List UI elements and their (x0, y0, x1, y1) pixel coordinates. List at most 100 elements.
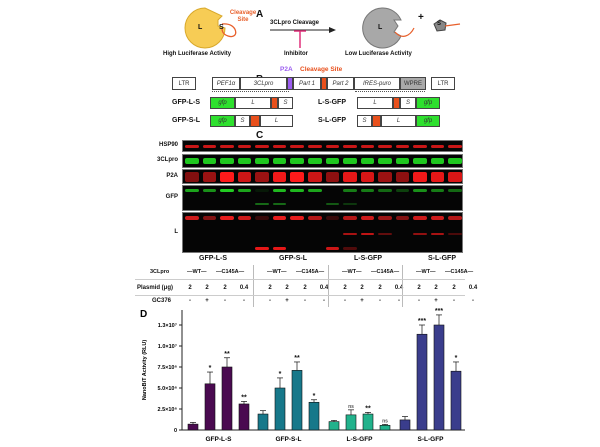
blot-gfp (182, 185, 463, 211)
band (343, 203, 357, 205)
wt-label: —WT— (342, 269, 362, 275)
blot-label-3clpro: 3CLpro (157, 157, 178, 163)
band (290, 158, 304, 164)
band (272, 145, 287, 148)
significance-label: * (313, 393, 316, 400)
construct-part-3 (287, 77, 293, 90)
band (307, 216, 322, 220)
plasmid-amount: 2 (417, 285, 421, 291)
cleavage-site-label: Cleavage Site (229, 10, 257, 23)
band (378, 189, 392, 192)
gc376-status: + (360, 298, 364, 304)
band (272, 203, 287, 205)
band (307, 158, 322, 164)
plasmid-amount: 0.4 (239, 285, 249, 291)
segment-l: L (381, 115, 416, 127)
significance-label: * (209, 365, 212, 372)
band (202, 145, 217, 148)
plasmid-amount: 2 (343, 285, 347, 291)
segment-gfp: gfp (210, 97, 235, 109)
plasmid-amount: 2 (268, 285, 272, 291)
row-label-plasmid: Plasmid (μg) (137, 285, 174, 291)
construct-part-8: WPRE (400, 77, 426, 90)
y-tick-label: 5.0×10⁶ (157, 386, 177, 392)
plasmid-amount: 2 (285, 285, 289, 291)
band (430, 172, 445, 182)
band (255, 247, 269, 250)
plasmid-amount: 0.4 (319, 285, 329, 291)
band (343, 145, 357, 148)
bar (187, 423, 199, 431)
segment-s: S (235, 115, 250, 127)
band (343, 233, 357, 235)
band (325, 145, 340, 148)
wt-label: —WT— (267, 269, 287, 275)
band (360, 145, 375, 148)
c145a-label: —C145A— (296, 269, 325, 275)
band (255, 203, 269, 205)
band (325, 172, 340, 182)
small-bit-icon (433, 19, 447, 32)
band (255, 158, 269, 164)
band (325, 247, 340, 250)
y-tick-label: 1.0×10⁷ (158, 344, 178, 350)
significance-label: ** (365, 405, 371, 412)
variant-label: GFP-L-S (172, 99, 200, 106)
group-label: L-S-GFP (354, 255, 382, 262)
gc376-status: - (453, 298, 455, 304)
band (413, 158, 427, 164)
table-rule (135, 279, 465, 280)
band (237, 158, 252, 164)
gc376-status: - (379, 298, 381, 304)
band (430, 189, 445, 192)
plasmid-amount: 2 (360, 285, 364, 291)
band (343, 247, 357, 250)
band (220, 216, 234, 220)
significance-label: *** (418, 318, 426, 325)
band (448, 158, 462, 164)
y-tick-label: 2.5×10⁶ (157, 407, 177, 413)
panel-a-label: A (256, 9, 264, 20)
variant-label: GFP-S-L (172, 117, 200, 124)
band (343, 158, 357, 164)
cleavage-site-segment (393, 97, 400, 109)
significance-label: *** (435, 308, 443, 315)
band (202, 172, 217, 182)
segment-gfp: gfp (210, 115, 235, 127)
y-tick-label: 0 (174, 428, 177, 434)
plasmid-amount: 2 (452, 285, 456, 291)
segment-l: L (235, 97, 271, 109)
cleavage-site-segment (271, 97, 278, 109)
bar (274, 387, 286, 431)
panel-a-schematic (184, 7, 461, 49)
band (413, 233, 427, 235)
cleavage-arrow-label: 3CLpro Cleavage (270, 20, 320, 26)
band (430, 216, 445, 220)
construct-part-1: PEF1α (212, 77, 240, 90)
significance-label: ** (294, 355, 300, 362)
blot-label-p2a: P2A (166, 172, 178, 179)
p2a-label: P2A (280, 66, 293, 73)
band (237, 172, 252, 182)
band (325, 203, 340, 205)
group-divider (253, 265, 254, 307)
c145a-label: —C145A— (371, 269, 400, 275)
band (325, 158, 340, 164)
segment-l: L (260, 115, 293, 127)
band (395, 216, 410, 220)
bar (379, 424, 391, 431)
segment-s: S (357, 115, 372, 127)
bar (238, 403, 250, 431)
band (185, 189, 199, 192)
band (430, 158, 445, 164)
blot-label-hsp90: HSP90 (158, 142, 178, 148)
band (378, 172, 392, 182)
band (220, 158, 234, 164)
group-divider (328, 265, 329, 307)
product-S: S (437, 21, 442, 27)
significance-label: ns (382, 418, 388, 424)
high-activity-label: High Luciferase Activity (163, 51, 232, 57)
group-label: GFP-L-S (199, 255, 227, 262)
band (395, 145, 410, 148)
gc376-status: - (189, 298, 191, 304)
